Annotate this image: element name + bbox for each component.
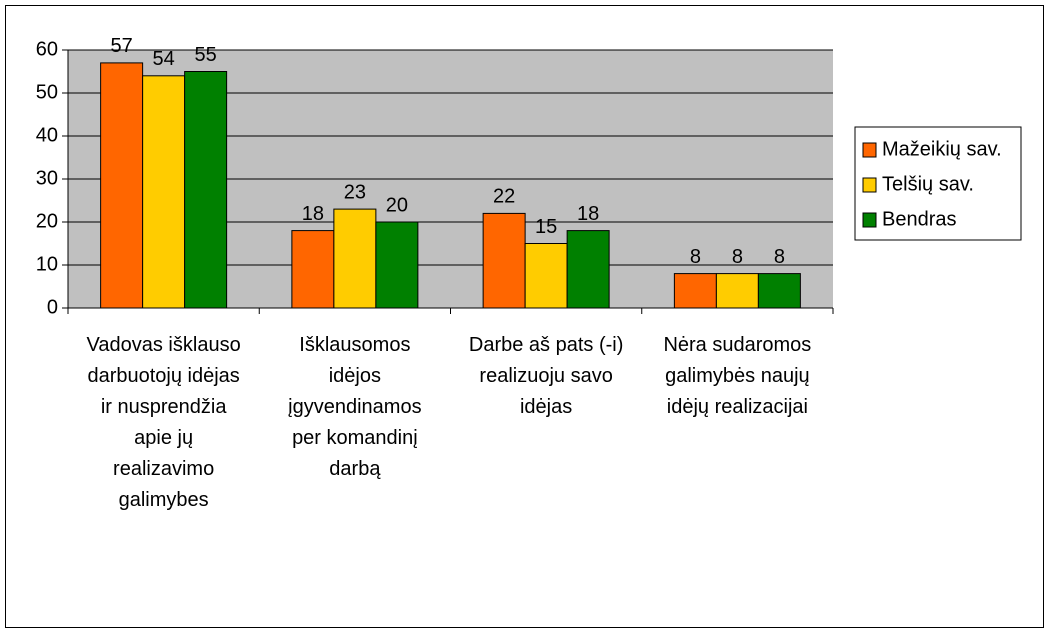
legend-box xyxy=(854,126,1022,241)
legend-label: Bendras xyxy=(882,208,957,230)
data-label: 18 xyxy=(302,203,324,225)
bar xyxy=(757,273,801,309)
bar xyxy=(375,221,419,309)
y-tick-label: 20 xyxy=(36,210,58,232)
y-tick-label: 60 xyxy=(36,38,58,60)
data-label: 8 xyxy=(774,246,785,268)
bar xyxy=(291,230,335,309)
bar xyxy=(100,62,144,309)
y-tick-label: 0 xyxy=(47,296,58,318)
legend-swatch xyxy=(862,142,877,158)
bar xyxy=(715,273,759,309)
bar xyxy=(184,71,228,309)
y-tick-label: 50 xyxy=(36,81,58,103)
y-tick-label: 10 xyxy=(36,253,58,275)
data-label: 20 xyxy=(386,194,408,216)
data-label: 8 xyxy=(732,246,743,268)
y-tick-label: 40 xyxy=(36,124,58,146)
bar xyxy=(333,208,377,309)
bar xyxy=(673,273,717,309)
legend-label: Telšių sav. xyxy=(882,173,974,195)
bar xyxy=(524,243,568,309)
data-label: 23 xyxy=(344,181,366,203)
y-tick-label: 30 xyxy=(36,167,58,189)
data-label: 15 xyxy=(535,216,557,238)
data-label: 57 xyxy=(111,35,133,57)
data-label: 18 xyxy=(577,203,599,225)
data-label: 54 xyxy=(153,48,175,70)
x-tick-label: Išklausomos idėjos įgyvendinamos per kom… xyxy=(288,334,422,480)
x-tick-label: Nėra sudaromos galimybės naujų idėjų rea… xyxy=(663,334,812,418)
legend-swatch xyxy=(862,212,877,228)
legend-label: Mažeikių sav. xyxy=(882,138,1002,160)
data-label: 22 xyxy=(493,186,515,208)
x-tick-label: Vadovas išklauso darbuotojų idėjas ir nu… xyxy=(86,334,241,511)
legend-swatch xyxy=(862,177,877,193)
data-label: 55 xyxy=(195,44,217,66)
x-tick-label: Darbe aš pats (-i) realizuoju savo idėja… xyxy=(468,334,624,418)
data-label: 8 xyxy=(690,246,701,268)
bar xyxy=(482,212,526,309)
bar xyxy=(566,230,610,309)
bar xyxy=(142,75,186,309)
